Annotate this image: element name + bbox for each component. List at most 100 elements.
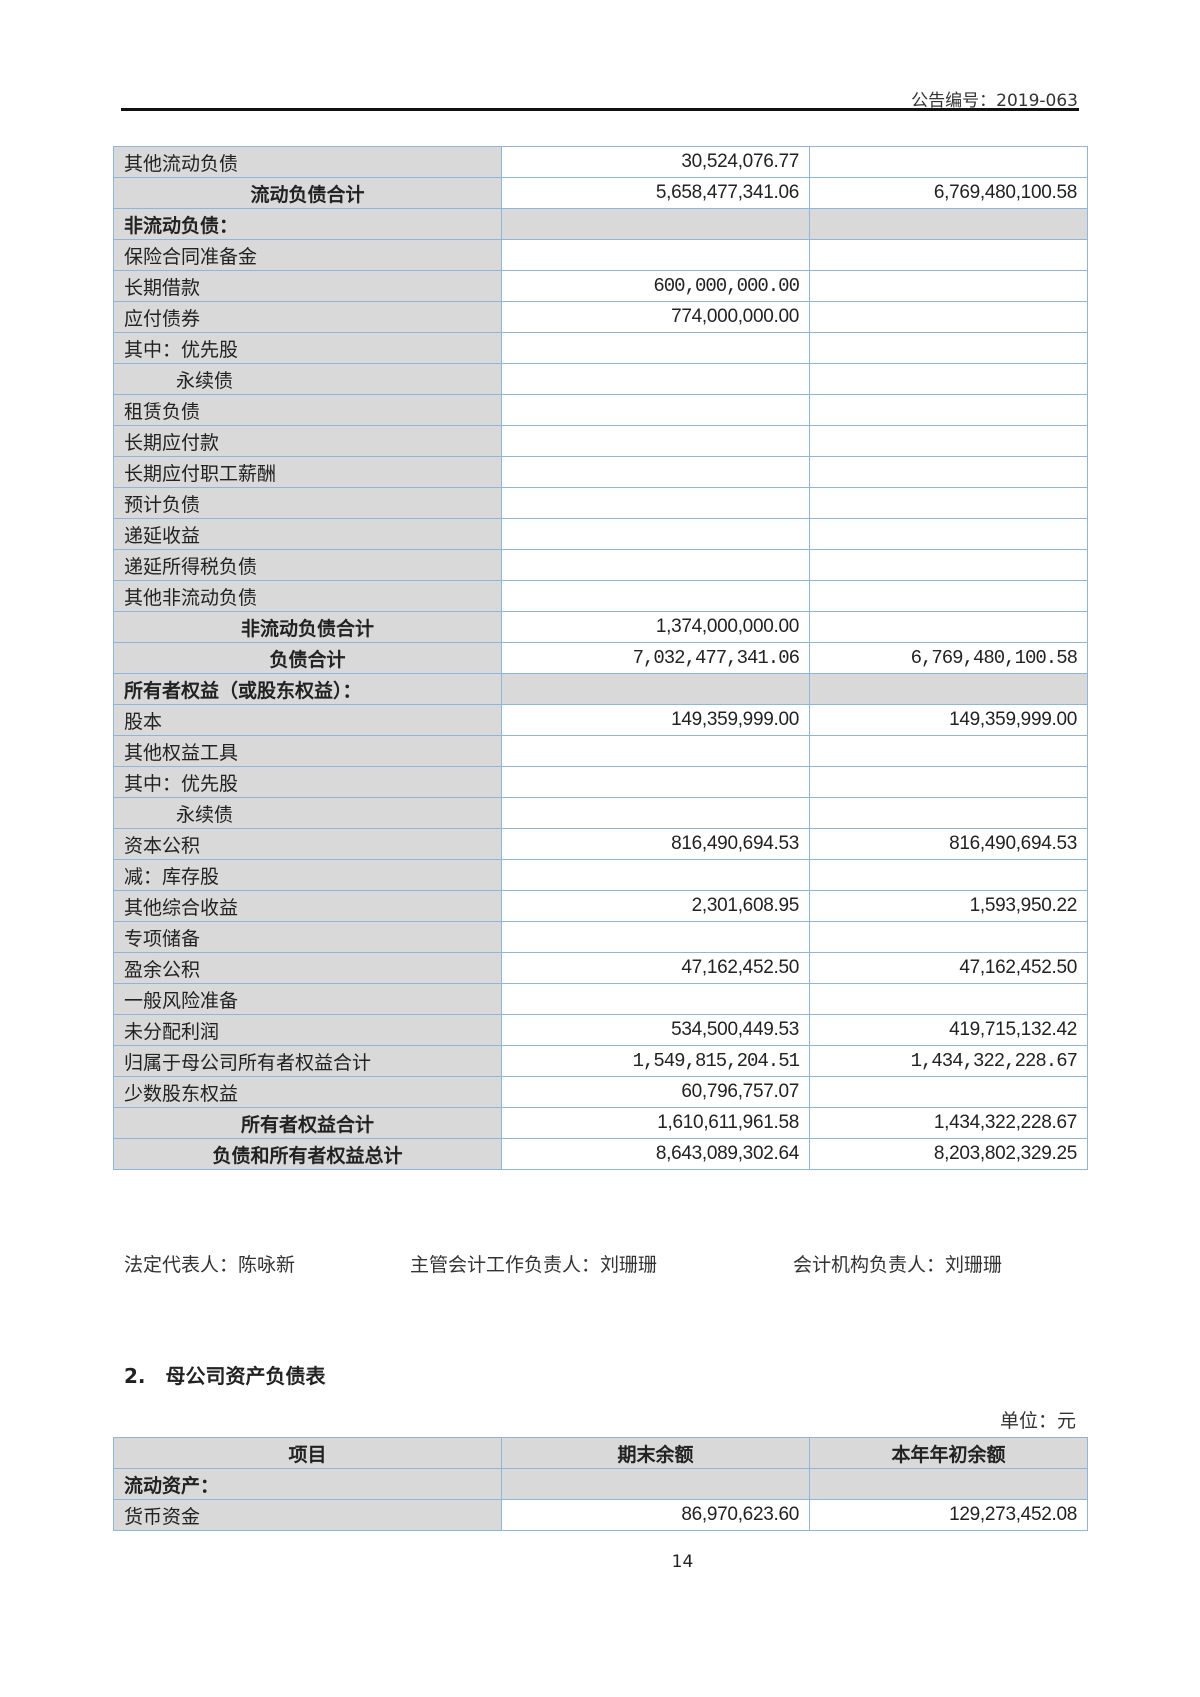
table-row: 其他非流动负债 xyxy=(113,580,1088,612)
table-row: 一般风险准备 xyxy=(113,983,1088,1015)
end-balance-cell: 86,970,623.60 xyxy=(501,1499,810,1531)
begin-balance-cell: 47,162,452.50 xyxy=(809,952,1088,984)
begin-balance-cell: 816,490,694.53 xyxy=(809,828,1088,860)
begin-balance-cell xyxy=(809,580,1088,612)
begin-balance-cell: 1,434,322,228.67 xyxy=(809,1107,1088,1139)
total-row: 负债和所有者权益总计 8,643,089,302.64 8,203,802,329.… xyxy=(113,1138,1088,1170)
row-label: 其中：优先股 xyxy=(113,332,502,364)
page-number: 14 xyxy=(671,1552,694,1572)
end-balance-cell xyxy=(501,921,810,953)
begin-balance-cell: 1,593,950.22 xyxy=(809,890,1088,922)
column-header-begin-balance: 本年年初余额 xyxy=(809,1437,1088,1469)
row-label: 非流动负债合计 xyxy=(113,611,502,643)
end-balance-cell xyxy=(501,518,810,550)
table-row: 长期应付款 xyxy=(113,425,1088,457)
table-row: 保险合同准备金 xyxy=(113,239,1088,271)
table-row: 其他综合收益 2,301,608.95 1,593,950.22 xyxy=(113,890,1088,922)
consolidated-balance-sheet-table: 其他流动负债 30,524,076.77 流动负债合计 5,658,477,341.0… xyxy=(113,146,1088,1170)
end-balance-cell: 8,643,089,302.64 xyxy=(501,1138,810,1170)
end-balance-cell: 2,301,608.95 xyxy=(501,890,810,922)
end-balance-cell: 149,359,999.00 xyxy=(501,704,810,736)
begin-balance-cell: 8,203,802,329.25 xyxy=(809,1138,1088,1170)
row-label: 归属于母公司所有者权益合计 xyxy=(113,1045,502,1077)
end-balance-cell: 816,490,694.53 xyxy=(501,828,810,860)
table-row: 资本公积 816,490,694.53 816,490,694.53 xyxy=(113,828,1088,860)
total-row: 所有者权益合计 1,610,611,961.58 1,434,322,228.67 xyxy=(113,1107,1088,1139)
section-row: 所有者权益（或股东权益）： xyxy=(113,673,1088,705)
begin-balance-cell xyxy=(809,146,1088,178)
begin-balance-cell xyxy=(809,673,1088,705)
begin-balance-cell: 129,273,452.08 xyxy=(809,1499,1088,1531)
end-balance-cell xyxy=(501,766,810,798)
row-label: 永续债 xyxy=(113,797,502,829)
row-label: 递延所得税负债 xyxy=(113,549,502,581)
row-label: 租赁负债 xyxy=(113,394,502,426)
begin-balance-cell: 6,769,480,100.58 xyxy=(809,177,1088,209)
begin-balance-cell xyxy=(809,425,1088,457)
end-balance-cell: 534,500,449.53 xyxy=(501,1014,810,1046)
row-label: 所有者权益合计 xyxy=(113,1107,502,1139)
section-title: 2. 母公司资产负债表 xyxy=(124,1364,326,1388)
begin-balance-cell xyxy=(809,270,1088,302)
end-balance-cell xyxy=(501,394,810,426)
end-balance-cell xyxy=(501,425,810,457)
end-balance-cell: 1,610,611,961.58 xyxy=(501,1107,810,1139)
end-balance-cell xyxy=(501,673,810,705)
end-balance-cell: 60,796,757.07 xyxy=(501,1076,810,1108)
begin-balance-cell xyxy=(809,983,1088,1015)
table-header-row: 项目 期末余额 本年年初余额 xyxy=(113,1437,1088,1469)
table-row: 其他权益工具 xyxy=(113,735,1088,767)
begin-balance-cell xyxy=(809,208,1088,240)
total-row: 负债合计 7,032,477,341.06 6,769,480,100.58 xyxy=(113,642,1088,674)
row-label: 永续债 xyxy=(113,363,502,395)
table-row: 预计负债 xyxy=(113,487,1088,519)
table-row: 专项储备 xyxy=(113,921,1088,953)
end-balance-cell: 7,032,477,341.06 xyxy=(501,642,810,674)
table-row: 长期应付职工薪酬 xyxy=(113,456,1088,488)
begin-balance-cell xyxy=(809,921,1088,953)
row-label: 长期应付职工薪酬 xyxy=(113,456,502,488)
table-row: 递延收益 xyxy=(113,518,1088,550)
parent-balance-sheet-table: 项目 期末余额 本年年初余额 流动资产： 货币资金 86,970,623.60 129… xyxy=(113,1437,1088,1531)
row-label: 未分配利润 xyxy=(113,1014,502,1046)
legal-representative: 法定代表人：陈咏新 xyxy=(124,1254,296,1276)
end-balance-cell xyxy=(501,363,810,395)
begin-balance-cell xyxy=(809,487,1088,519)
total-row: 流动负债合计 5,658,477,341.06 6,769,480,100.58 xyxy=(113,177,1088,209)
table-row: 货币资金 86,970,623.60 129,273,452.08 xyxy=(113,1499,1088,1531)
begin-balance-cell: 6,769,480,100.58 xyxy=(809,642,1088,674)
table-row: 其中：优先股 xyxy=(113,766,1088,798)
table-row: 减：库存股 xyxy=(113,859,1088,891)
row-label: 应付债券 xyxy=(113,301,502,333)
section-row: 非流动负债： xyxy=(113,208,1088,240)
row-label: 流动资产： xyxy=(113,1468,502,1500)
row-label: 预计负债 xyxy=(113,487,502,519)
table-row: 长期借款 600,000,000.00 xyxy=(113,270,1088,302)
row-label: 其他综合收益 xyxy=(113,890,502,922)
begin-balance-cell xyxy=(809,766,1088,798)
row-label: 专项储备 xyxy=(113,921,502,953)
begin-balance-cell: 149,359,999.00 xyxy=(809,704,1088,736)
begin-balance-cell xyxy=(809,611,1088,643)
end-balance-cell xyxy=(501,208,810,240)
table-row: 少数股东权益 60,796,757.07 xyxy=(113,1076,1088,1108)
row-label: 非流动负债： xyxy=(113,208,502,240)
begin-balance-cell: 1,434,322,228.67 xyxy=(809,1045,1088,1077)
end-balance-cell xyxy=(501,797,810,829)
begin-balance-cell xyxy=(809,797,1088,829)
begin-balance-cell xyxy=(809,859,1088,891)
end-balance-cell xyxy=(501,859,810,891)
end-balance-cell xyxy=(501,456,810,488)
end-balance-cell xyxy=(501,735,810,767)
begin-balance-cell xyxy=(809,1076,1088,1108)
row-label: 货币资金 xyxy=(113,1499,502,1531)
begin-balance-cell xyxy=(809,1468,1088,1500)
total-row: 非流动负债合计 1,374,000,000.00 xyxy=(113,611,1088,643)
begin-balance-cell xyxy=(809,332,1088,364)
row-label: 其他非流动负债 xyxy=(113,580,502,612)
table-row: 其中：优先股 xyxy=(113,332,1088,364)
header-rule xyxy=(121,108,1079,111)
end-balance-cell: 30,524,076.77 xyxy=(501,146,810,178)
table-row: 归属于母公司所有者权益合计 1,549,815,204.51 1,434,322,2… xyxy=(113,1045,1088,1077)
row-label: 其他权益工具 xyxy=(113,735,502,767)
